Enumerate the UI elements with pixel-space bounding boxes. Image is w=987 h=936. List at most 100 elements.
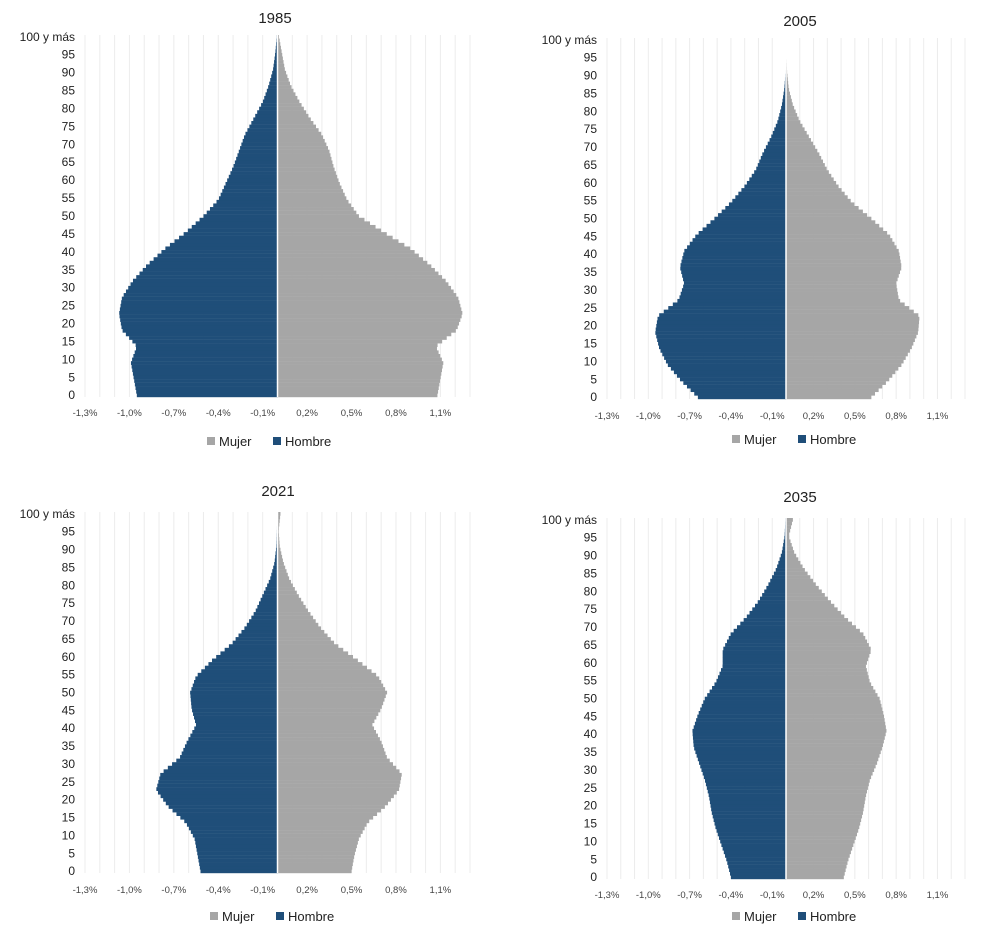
bar-hombre	[257, 605, 277, 609]
bar-mujer	[278, 121, 314, 125]
bar-hombre	[683, 285, 786, 289]
bar-mujer	[278, 844, 357, 848]
bar-mujer	[278, 182, 340, 186]
y-tick-label: 70	[62, 137, 76, 151]
bar-hombre	[193, 684, 278, 688]
x-tick-label: -0,1%	[250, 408, 275, 419]
bar-mujer	[278, 823, 367, 827]
bar-hombre	[122, 297, 278, 301]
bar-mujer	[278, 307, 462, 311]
bar-hombre	[758, 163, 786, 167]
bar-mujer	[278, 780, 401, 784]
bar-hombre	[729, 868, 786, 872]
y-tick-label: 90	[62, 543, 76, 557]
bar-hombre	[774, 572, 786, 576]
bar-mujer	[786, 152, 819, 156]
bar-hombre	[687, 245, 786, 249]
bar-mujer	[278, 178, 339, 182]
bar-mujer	[278, 573, 288, 577]
bar-hombre	[668, 306, 786, 310]
bar-mujer	[278, 268, 435, 272]
bar-hombre	[194, 716, 277, 720]
bar-mujer	[278, 293, 457, 297]
legend-swatch-mujer	[732, 912, 740, 920]
bar-mujer	[278, 372, 442, 376]
bar-hombre	[161, 794, 278, 798]
bar-mujer	[278, 641, 335, 645]
bar-mujer	[786, 811, 863, 815]
y-tick-label: 20	[62, 317, 76, 331]
bar-mujer	[786, 600, 831, 604]
y-tick-label: 55	[62, 191, 76, 205]
legend-label-mujer: Mujer	[219, 434, 252, 449]
y-tick-label: 75	[62, 119, 76, 133]
bar-mujer	[786, 525, 791, 529]
bar-mujer	[786, 647, 871, 651]
bar-hombre	[760, 597, 786, 601]
bar-hombre	[185, 744, 278, 748]
y-tick-label: 15	[584, 337, 598, 351]
y-tick-label: 70	[62, 614, 76, 628]
bar-mujer	[786, 199, 851, 203]
bar-hombre	[752, 607, 786, 611]
bar-hombre	[129, 336, 277, 340]
bar-hombre	[747, 615, 786, 619]
y-tick-label: 50	[584, 212, 598, 226]
bar-mujer	[278, 623, 319, 627]
bar-hombre	[266, 92, 278, 96]
bar-hombre	[681, 292, 786, 296]
bar-mujer	[278, 100, 300, 104]
y-tick-label: 45	[62, 703, 76, 717]
bar-mujer	[278, 175, 338, 179]
bar-mujer	[278, 246, 411, 250]
bar-hombre	[684, 281, 786, 285]
bar-hombre	[134, 379, 277, 383]
bar-hombre	[668, 363, 786, 367]
bar-mujer	[786, 561, 800, 565]
y-tick-label: 20	[584, 319, 598, 333]
bar-hombre	[694, 725, 786, 729]
bar-mujer	[278, 304, 461, 308]
bar-hombre	[693, 740, 786, 744]
x-tick-label: -0,4%	[719, 411, 744, 422]
bar-mujer	[278, 766, 397, 770]
bar-hombre	[196, 844, 278, 848]
bar-mujer	[278, 730, 377, 734]
bar-hombre	[761, 156, 786, 160]
bar-hombre	[744, 185, 786, 189]
bar-mujer	[786, 135, 809, 139]
bar-hombre	[170, 243, 278, 247]
y-tick-label: 45	[62, 227, 76, 241]
bar-mujer	[278, 211, 357, 215]
bar-hombre	[197, 848, 278, 852]
bar-mujer	[786, 360, 904, 364]
bar-hombre	[707, 786, 786, 790]
bar-mujer	[278, 837, 359, 841]
bar-mujer	[278, 737, 380, 741]
y-tick-label: 15	[584, 817, 598, 831]
bar-hombre	[703, 772, 786, 776]
y-tick-label: 30	[62, 757, 76, 771]
bar-hombre	[136, 386, 278, 390]
x-tick-label: 0,8%	[385, 408, 407, 419]
bar-mujer	[786, 385, 882, 389]
x-tick-label: 0,8%	[885, 890, 907, 901]
bar-hombre	[655, 331, 786, 335]
bar-mujer	[278, 816, 374, 820]
bar-mujer	[786, 875, 844, 879]
bar-hombre	[762, 152, 786, 156]
y-tick-label: 60	[62, 650, 76, 664]
y-tick-label: 95	[62, 525, 76, 539]
bar-hombre	[188, 737, 277, 741]
bar-hombre	[244, 135, 278, 139]
bar-mujer	[278, 866, 353, 870]
bar-mujer	[278, 340, 443, 344]
bar-hombre	[681, 260, 786, 264]
bar-hombre	[694, 747, 786, 751]
bar-hombre	[680, 267, 786, 271]
bar-mujer	[278, 343, 438, 347]
bar-hombre	[134, 375, 278, 379]
bar-hombre	[772, 575, 786, 579]
bar-hombre	[172, 762, 277, 766]
bar-hombre	[205, 666, 278, 670]
